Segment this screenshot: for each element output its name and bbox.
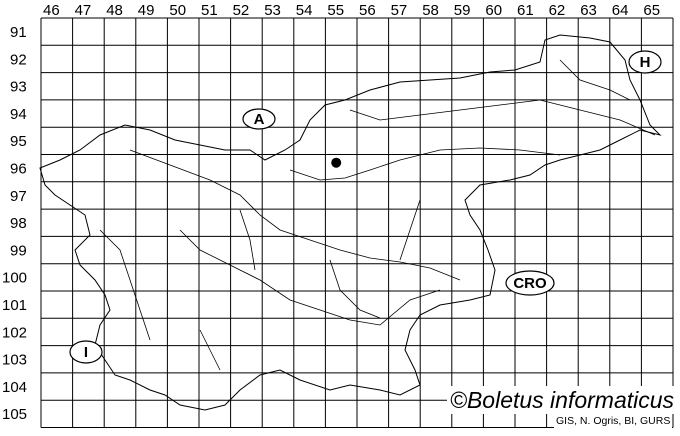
column-label: 61 — [517, 2, 534, 19]
column-label: 59 — [454, 2, 471, 19]
row-label: 101 — [2, 297, 27, 314]
copyright-credit: ©Boletus informaticus — [447, 386, 678, 414]
country-label-hungary: H — [640, 54, 651, 71]
row-label: 95 — [10, 133, 27, 150]
country-label-austria: A — [254, 111, 265, 128]
grid-lines — [40, 17, 674, 428]
country-border — [39, 34, 662, 411]
row-label: 102 — [2, 324, 27, 341]
column-label: 56 — [359, 2, 376, 19]
column-label: 53 — [264, 2, 281, 19]
column-label: 63 — [580, 2, 597, 19]
column-label: 64 — [612, 2, 629, 19]
column-label: 50 — [169, 2, 186, 19]
rivers — [99, 59, 656, 371]
column-label: 58 — [422, 2, 439, 19]
column-label: 49 — [138, 2, 155, 19]
row-label: 96 — [10, 161, 27, 178]
column-label: 65 — [643, 2, 660, 19]
column-label: 47 — [75, 2, 92, 19]
column-label: 57 — [391, 2, 408, 19]
country-label-croatia: CRO — [513, 275, 547, 292]
column-label: 60 — [485, 2, 502, 19]
row-label: 100 — [2, 270, 27, 287]
country-label-oval — [69, 340, 103, 364]
row-label: 92 — [10, 51, 27, 68]
occurrence-point — [331, 157, 342, 168]
row-label: 99 — [10, 242, 27, 259]
row-label: 91 — [10, 24, 27, 41]
column-label: 52 — [233, 2, 250, 19]
column-label: 54 — [296, 2, 313, 19]
data-source: GIS, N. Ogris, BI, GURS — [554, 414, 673, 428]
column-label: 46 — [43, 2, 60, 19]
row-label: 104 — [2, 379, 27, 396]
country-label-italy: I — [84, 344, 88, 361]
row-label: 98 — [10, 215, 27, 232]
row-label: 93 — [10, 79, 27, 96]
column-label: 62 — [549, 2, 566, 19]
column-label: 48 — [106, 2, 123, 19]
row-label: 105 — [2, 406, 27, 423]
country-label-oval — [505, 270, 555, 296]
column-label: 55 — [327, 2, 344, 19]
row-label: 94 — [10, 106, 27, 123]
row-label: 103 — [2, 352, 27, 369]
column-label: 51 — [201, 2, 218, 19]
country-label-oval — [242, 108, 276, 130]
country-label-oval — [628, 50, 662, 74]
row-label: 97 — [10, 188, 27, 205]
